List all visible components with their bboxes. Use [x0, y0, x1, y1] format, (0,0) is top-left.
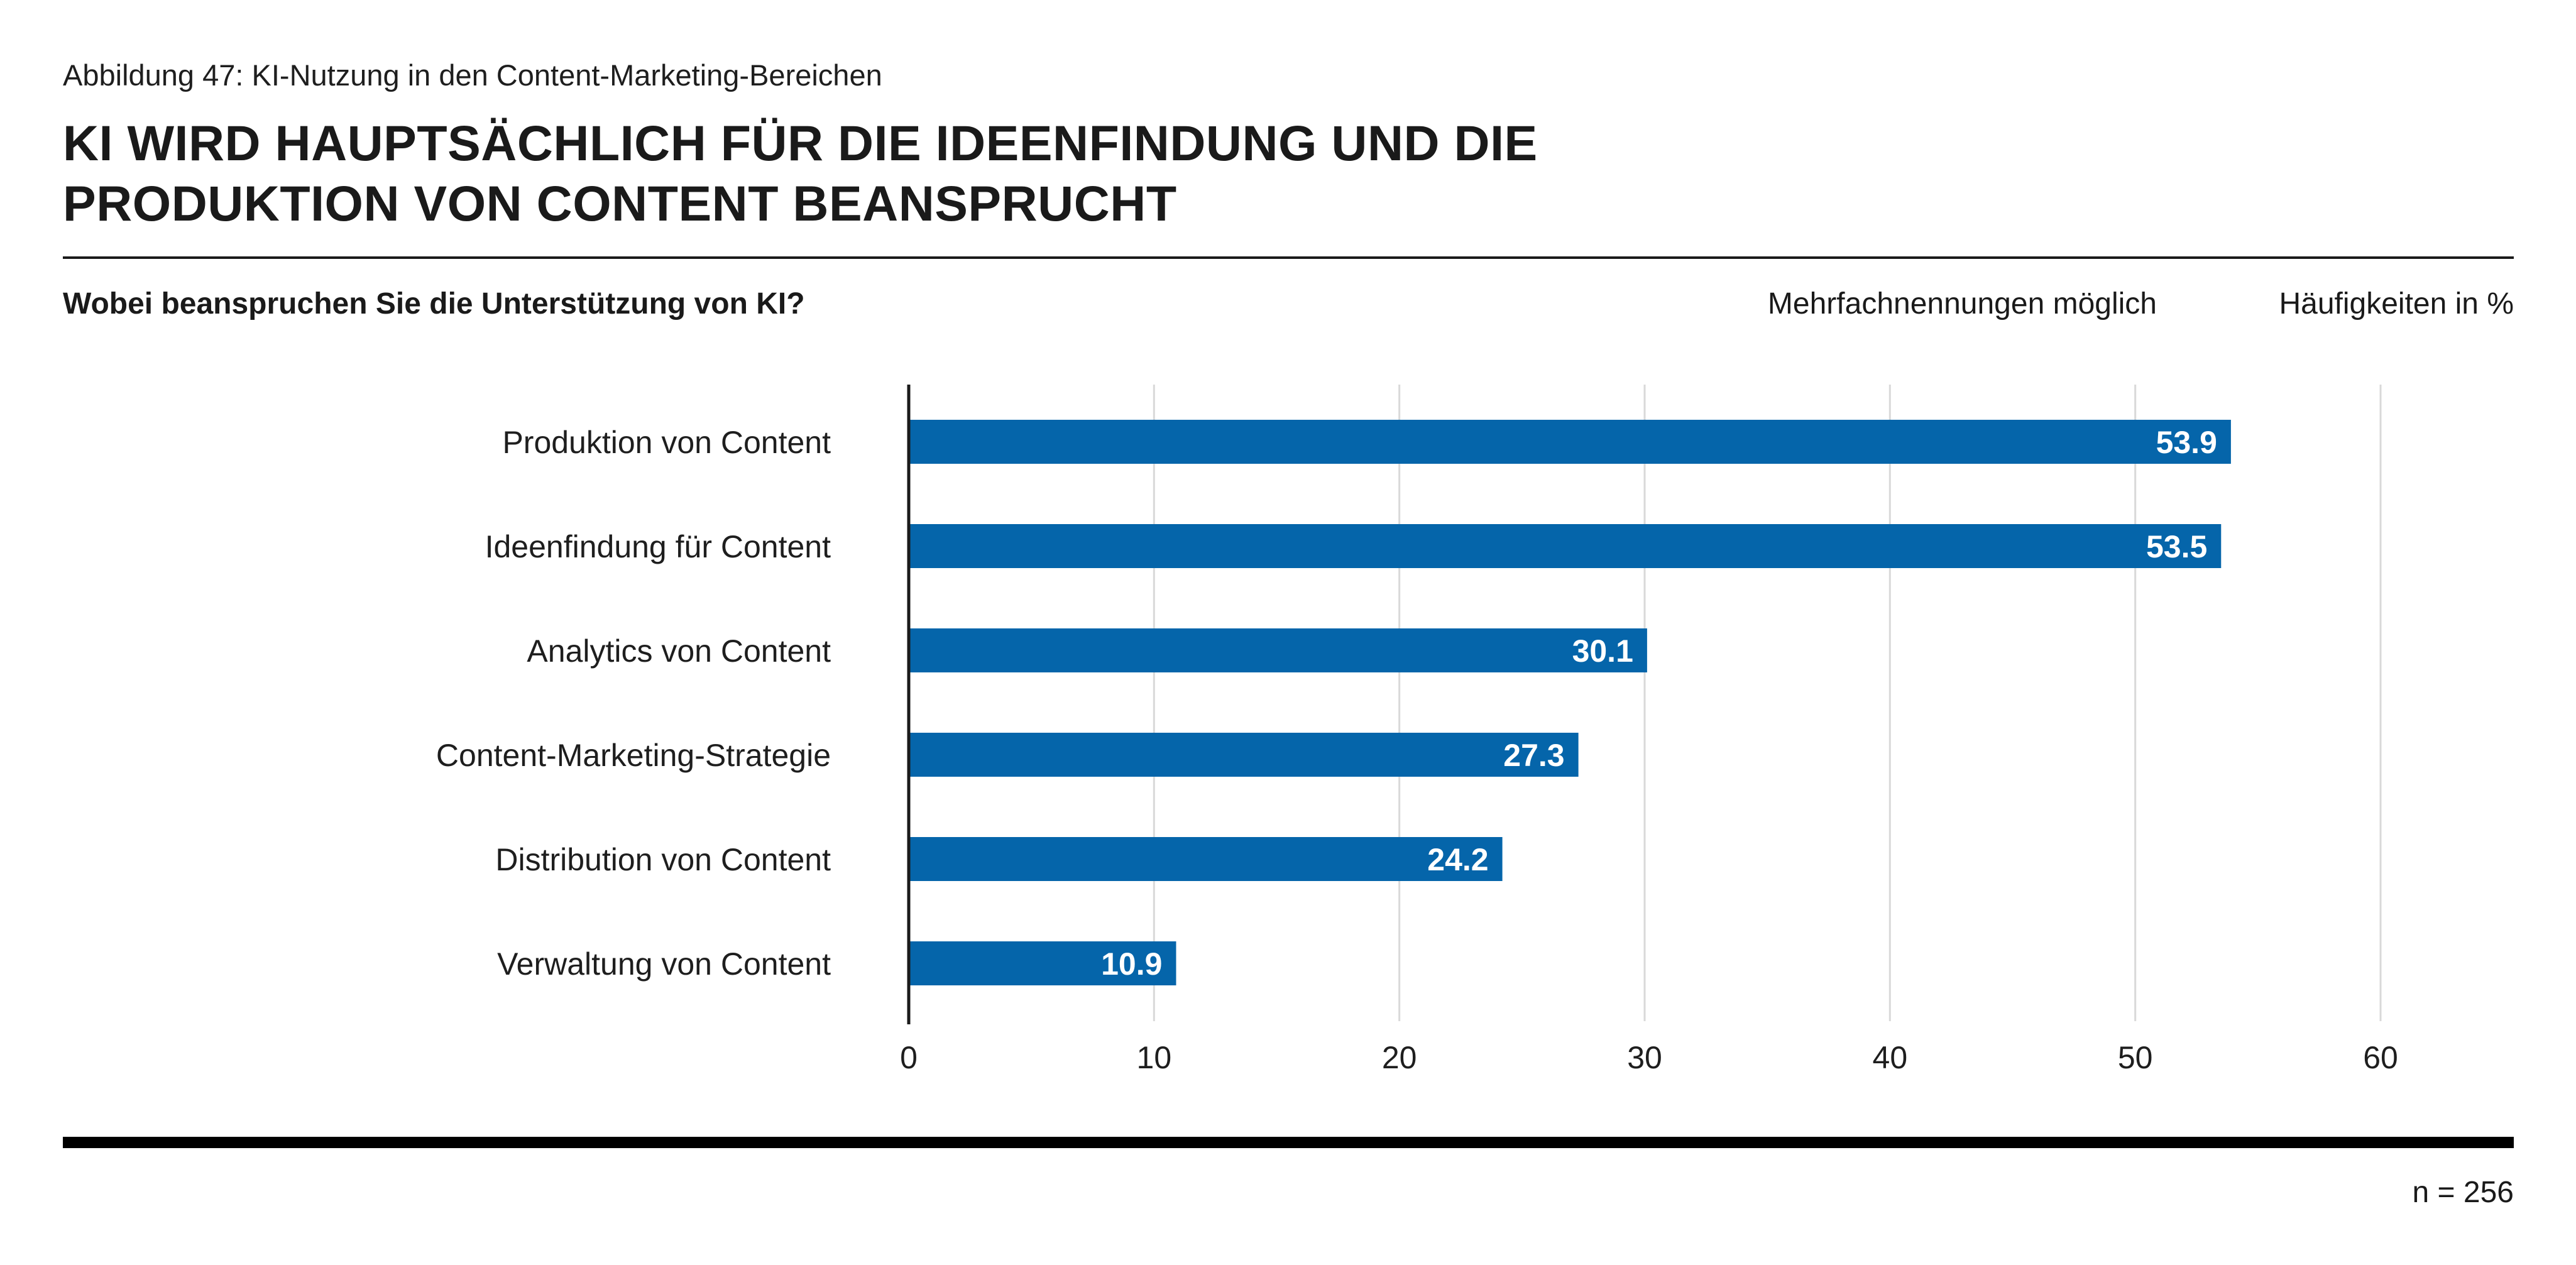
x-tick-label: 40: [1873, 1040, 1908, 1075]
bar-value-label: 53.9: [2156, 425, 2217, 460]
figure-label: Abbildung 47: KI-Nutzung in den Content-…: [63, 58, 882, 92]
bar: [909, 420, 2231, 464]
bar-value-label: 30.1: [1572, 633, 1633, 669]
x-tick-label: 60: [2363, 1040, 2398, 1075]
survey-question: Wobei beanspruchen Sie die Unterstützung…: [63, 287, 805, 320]
bar-value-label: 10.9: [1101, 946, 1162, 982]
category-label: Ideenfindung für Content: [485, 529, 831, 564]
category-labels: Produktion von Content Ideenfindung für C…: [436, 425, 831, 982]
x-tick-label: 30: [1627, 1040, 1662, 1075]
category-label: Content-Marketing-Strategie: [436, 738, 831, 773]
x-tick-labels: 0 10 20 30 40 50 60: [900, 1040, 2398, 1075]
bar-value-label: 53.5: [2146, 529, 2207, 564]
x-tick-label: 50: [2118, 1040, 2153, 1075]
gridlines: [1153, 385, 2382, 1021]
multiple-answers-note: Mehrfachnennungen möglich: [1767, 287, 2157, 320]
bar-chart: 53.9 53.5 30.1 27.3 24.2 10.9 Produktion von …: [436, 385, 2398, 1075]
bottom-divider: [63, 1137, 2514, 1148]
category-label: Verwaltung von Content: [497, 946, 831, 982]
bar: [909, 628, 1647, 672]
chart-headline: KI WIRD HAUPTSÄCHLICH FÜR DIE IDEENFINDU…: [63, 113, 1538, 234]
category-label: Analytics von Content: [527, 633, 831, 669]
bar: [909, 733, 1579, 777]
bar: [909, 941, 1176, 985]
bar: [909, 837, 1503, 881]
bars: 53.9 53.5 30.1 27.3 24.2 10.9: [909, 420, 2231, 985]
bar-value-label: 24.2: [1427, 842, 1488, 877]
sample-size: n = 256: [2412, 1176, 2514, 1209]
headline-line-2: PRODUKTION VON CONTENT BEANSPRUCHT: [63, 175, 1177, 231]
headline-line-1: KI WIRD HAUPTSÄCHLICH FÜR DIE IDEENFINDU…: [63, 115, 1538, 171]
bar-value-label: 27.3: [1503, 738, 1564, 773]
top-divider: [63, 256, 2514, 259]
bar: [909, 524, 2222, 568]
x-tick-label: 20: [1382, 1040, 1417, 1075]
unit-note: Häufigkeiten in %: [2279, 287, 2514, 320]
category-label: Produktion von Content: [502, 425, 831, 460]
x-tick-label: 0: [900, 1040, 918, 1075]
category-label: Distribution von Content: [495, 842, 831, 877]
x-tick-label: 10: [1137, 1040, 1172, 1075]
